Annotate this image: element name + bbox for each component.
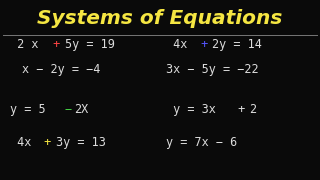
- Text: 3x − 5y = −22: 3x − 5y = −22: [166, 63, 259, 76]
- Text: −: −: [65, 103, 72, 116]
- Text: 2X: 2X: [74, 103, 88, 116]
- Text: 2: 2: [249, 103, 256, 116]
- Text: y = 5: y = 5: [10, 103, 52, 116]
- Text: +: +: [194, 38, 208, 51]
- Text: +: +: [37, 136, 52, 149]
- Text: 5y = 19: 5y = 19: [65, 38, 115, 51]
- Text: 4x: 4x: [10, 136, 31, 149]
- Text: 3y = 13: 3y = 13: [56, 136, 106, 149]
- Text: 2y = 14: 2y = 14: [212, 38, 262, 51]
- Text: y = 3x: y = 3x: [166, 103, 216, 116]
- Text: +: +: [231, 103, 245, 116]
- Text: Systems of Equations: Systems of Equations: [37, 9, 283, 28]
- Text: 4x: 4x: [166, 38, 188, 51]
- Text: +: +: [46, 38, 60, 51]
- Text: x − 2y = −4: x − 2y = −4: [22, 63, 101, 76]
- Text: 2 x: 2 x: [10, 38, 38, 51]
- Text: y = 7x − 6: y = 7x − 6: [166, 136, 238, 149]
